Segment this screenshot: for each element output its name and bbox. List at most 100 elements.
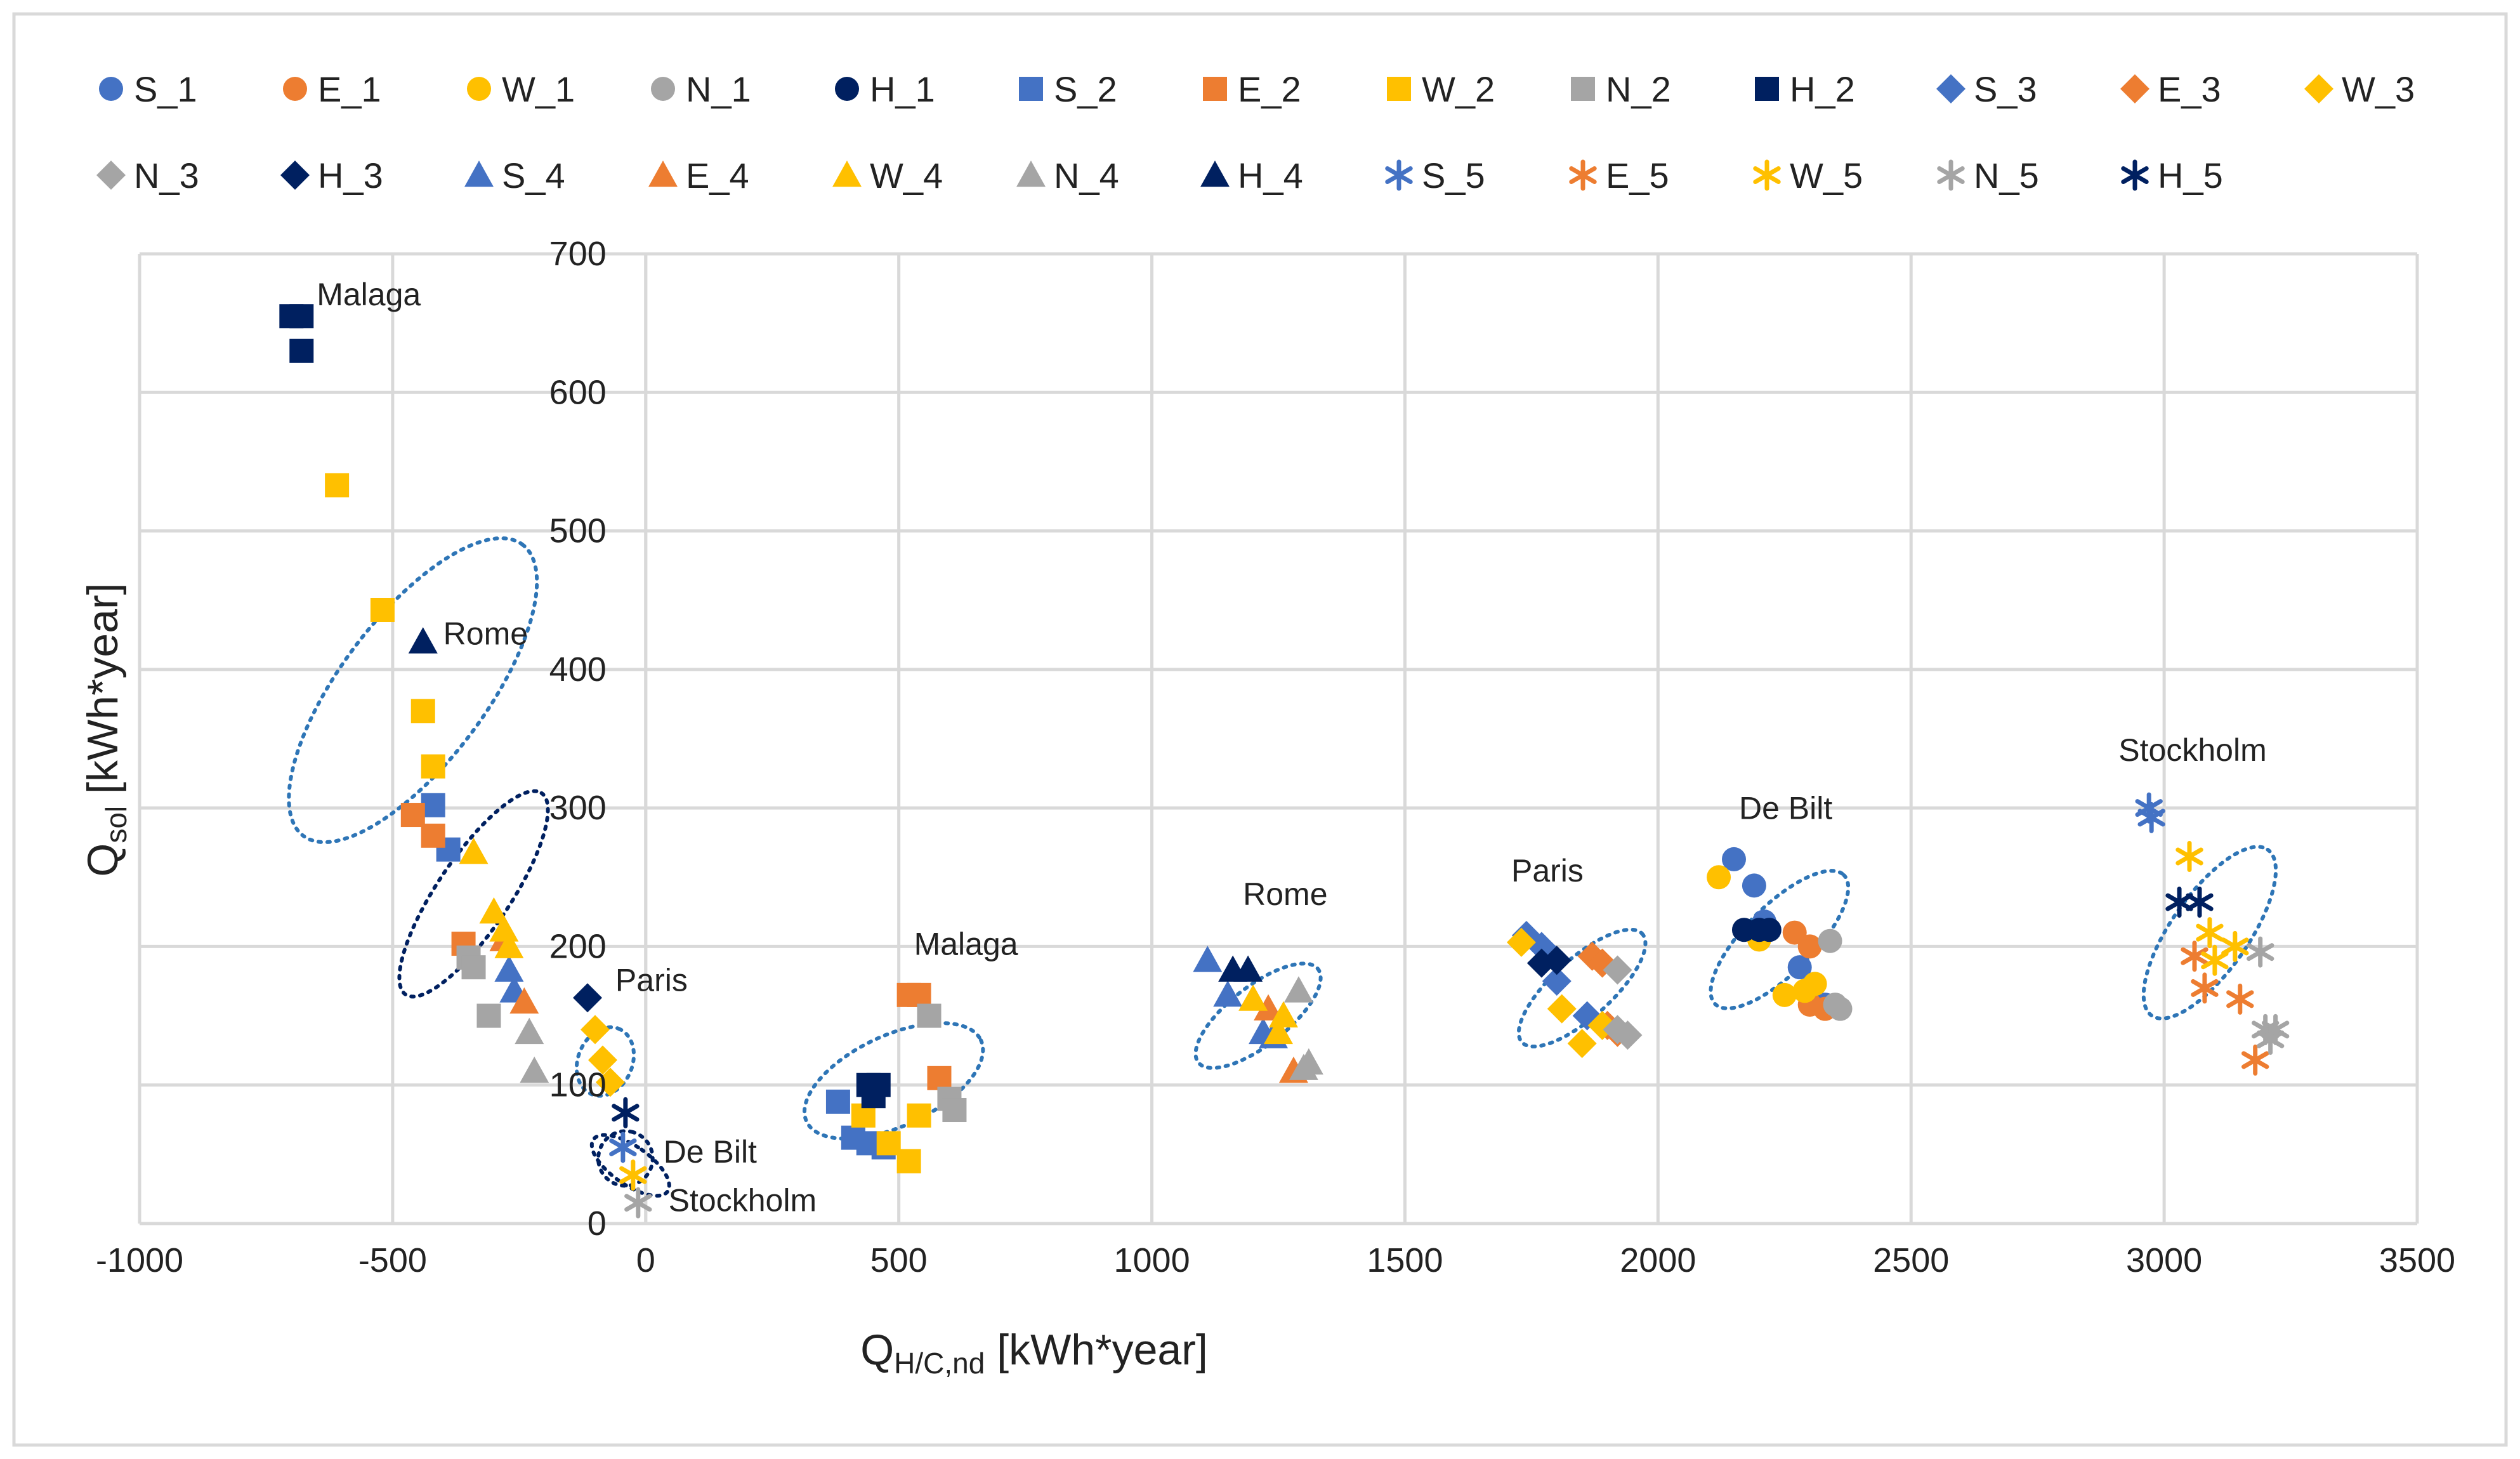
data-point	[2165, 887, 2193, 918]
y-axis-title-main: Q	[79, 843, 127, 877]
legend-marker	[651, 77, 675, 101]
x-tick-label: 1500	[1367, 1241, 1443, 1279]
legend-entry: N_1	[651, 69, 751, 109]
series-n-4	[515, 976, 1323, 1083]
data-point	[1506, 927, 1536, 957]
cluster-label: Paris	[615, 962, 688, 998]
series-h-5	[612, 887, 2214, 1128]
series-w-4	[459, 837, 1298, 1045]
x-axis-title-main: Q	[860, 1326, 894, 1374]
data-point	[289, 304, 314, 329]
series-h-1	[1731, 918, 1782, 942]
data-point	[2256, 1024, 2285, 1055]
data-point	[479, 897, 509, 924]
data-point	[1547, 994, 1577, 1024]
legend-entry: N_4	[1016, 155, 1119, 195]
data-point	[2241, 1044, 2269, 1076]
data-point	[1722, 847, 1746, 871]
legend-label: H_5	[2158, 155, 2223, 195]
cluster-ellipse	[596, 1129, 655, 1188]
legend-entry: W_1	[467, 69, 575, 109]
legend-entry: N_3	[96, 155, 199, 195]
data-point	[1294, 1048, 1323, 1075]
legend-marker	[1200, 161, 1230, 187]
legend-entry: H_2	[1755, 69, 1855, 109]
data-point	[2196, 917, 2224, 949]
series-h-2	[279, 304, 891, 1109]
legend-entry: S_3	[1936, 69, 2037, 109]
data-point	[400, 803, 425, 828]
data-point	[494, 932, 524, 958]
legend-marker	[648, 161, 678, 187]
legend-label: W_5	[1790, 155, 1863, 195]
data-point	[509, 987, 539, 1014]
legend-marker	[1387, 77, 1411, 101]
data-point	[1802, 972, 1827, 996]
data-point	[1542, 946, 1572, 975]
legend-label: E_4	[686, 155, 749, 195]
cluster-ellipse	[574, 1025, 636, 1098]
y-tick-label: 200	[549, 927, 607, 965]
legend-label: H_3	[318, 155, 383, 195]
y-axis-title: Qsol [kWh*year]	[79, 583, 133, 876]
legend-marker	[99, 77, 123, 101]
legend-marker	[835, 77, 859, 101]
data-point	[421, 793, 445, 817]
series-n-3	[1603, 955, 1643, 1050]
cluster-labels: Malaga Rome Paris De Bilt Stockholm Malaga Rom…	[317, 277, 2267, 1218]
series-n-5	[624, 936, 2290, 1218]
series-e-5	[2181, 941, 2269, 1076]
legend-label: N_3	[134, 155, 199, 195]
data-point	[1567, 1029, 1597, 1059]
data-point	[2137, 802, 2165, 833]
legend-entry: H_1	[835, 69, 935, 109]
data-point	[410, 699, 435, 723]
x-axis-title: QH/C,nd [kWh*year]	[860, 1326, 1208, 1380]
y-tick-label: 0	[587, 1205, 607, 1243]
series-h-4	[408, 627, 1263, 982]
legend-label: S_5	[1422, 155, 1485, 195]
x-axis-title-rest: [kWh*year]	[985, 1326, 1207, 1374]
x-tick-label: 0	[636, 1241, 655, 1279]
legend-label: N_1	[686, 69, 751, 109]
series-w-2	[325, 473, 931, 1173]
cluster-label: Rome	[443, 616, 528, 652]
y-tick-label: 300	[549, 789, 607, 827]
cluster-label: Paris	[1511, 853, 1584, 888]
legend-entry: E_3	[2120, 69, 2221, 109]
legend-label: H_1	[870, 69, 935, 109]
data-point	[1268, 1001, 1298, 1027]
data-point	[1213, 980, 1243, 1007]
data-point	[927, 1066, 952, 1090]
legend-marker	[1385, 159, 1413, 191]
x-axis-ticks: -1000 -500 0 500 1000 1500 2000 2500 3000 3500	[96, 1241, 2455, 1279]
cluster-label: De Bilt	[1739, 791, 1832, 826]
series-n-1	[1818, 928, 1853, 1021]
legend-entry: E_2	[1203, 69, 1301, 109]
legend-entry: S_5	[1385, 155, 1485, 195]
data-point	[1254, 994, 1283, 1021]
legend-entry: W_2	[1387, 69, 1495, 109]
data-point	[476, 1003, 501, 1028]
cluster-ellipse	[287, 536, 539, 845]
legend-marker	[283, 77, 307, 101]
legend-entry: S_4	[464, 155, 565, 195]
data-point	[489, 915, 519, 942]
legend-label: N_4	[1054, 155, 1119, 195]
data-point	[896, 1149, 921, 1173]
cluster-label: Malaga	[914, 927, 1018, 962]
legend-marker	[464, 161, 494, 187]
data-point	[2186, 887, 2214, 918]
legend-entry: W_3	[2304, 69, 2415, 109]
legend-marker	[832, 161, 862, 187]
legend-entry: N_2	[1571, 69, 1671, 109]
series-s-5	[609, 792, 2165, 1163]
data-point	[1818, 928, 1842, 953]
data-point	[459, 837, 489, 864]
y-tick-label: 100	[549, 1066, 607, 1104]
y-axis-title-sub: sol	[100, 806, 133, 843]
legend: S_1 E_1 W_1 N_1 H_1 S_2 E_2 W_2 N_2 H_2 S_3 E_3 W_3 N…	[96, 69, 2415, 195]
data-point	[825, 1089, 850, 1114]
x-axis-title-sub: H/C,nd	[894, 1347, 985, 1380]
legend-label: S_4	[502, 155, 565, 195]
